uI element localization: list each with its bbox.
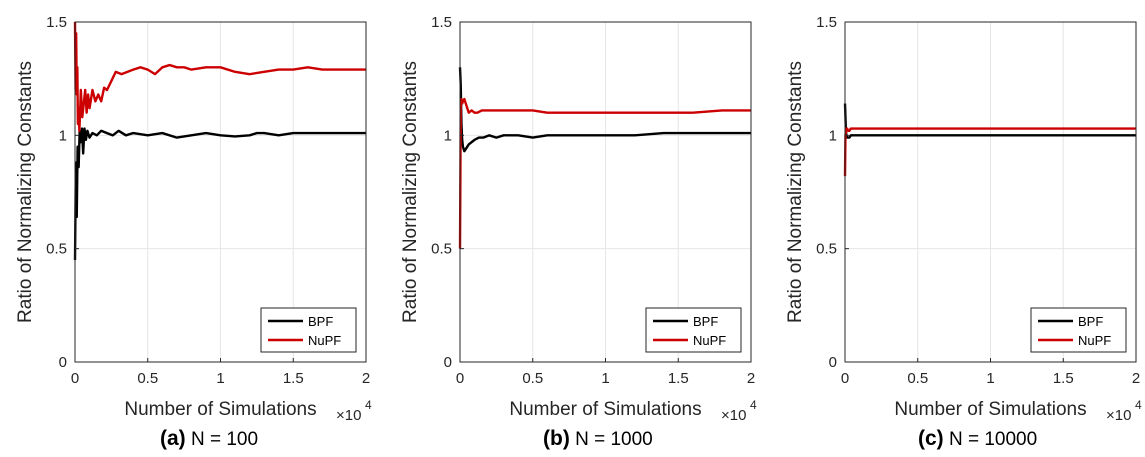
y-tick-label: 0 — [829, 354, 837, 371]
series-line-bpf — [73, 127, 366, 261]
legend-label: NuPF — [693, 333, 726, 348]
x-tick-label: 0 — [71, 370, 79, 387]
caption-text: N = 100 — [190, 429, 259, 450]
chart-panel-a: 0 0.5 1 1.5 2 0 0.5 1 1.5 Ratio of Normalizing Co… — [15, 14, 372, 424]
legend-box — [645, 307, 742, 353]
series-line-bpf — [458, 67, 751, 153]
y-tick-label: 0.5 — [46, 241, 67, 258]
y-tick-label: 0.5 — [816, 241, 837, 258]
x-tick-label: 0 — [456, 370, 464, 387]
x-tick-label: 0.5 — [907, 370, 928, 387]
x-tick-label: 1 — [601, 370, 609, 387]
x-multiplier-exponent: 4 — [365, 398, 372, 412]
legend-label: BPF — [1078, 314, 1103, 329]
x-tick-label: 2 — [1132, 370, 1140, 387]
caption-b: (b) N = 1000 — [543, 427, 653, 451]
x-tick-label: 0.5 — [137, 370, 158, 387]
x-tick-label: 1.5 — [1053, 370, 1074, 387]
caption-letter: (a) — [160, 427, 186, 450]
x-multiplier: ×10 — [1106, 407, 1131, 424]
y-tick-label: 1.5 — [431, 14, 452, 31]
series-line-nupf — [843, 127, 1136, 177]
x-tick-label: 0 — [841, 370, 849, 387]
x-axis-label: Number of Simulations — [509, 399, 701, 420]
x-multiplier: ×10 — [336, 407, 361, 424]
x-tick-label: 1.5 — [668, 370, 689, 387]
caption-letter: (b) — [543, 427, 570, 450]
y-tick-label: 0.5 — [431, 241, 452, 258]
caption-text: N = 1000 — [575, 429, 653, 450]
caption-letter: (c) — [918, 427, 944, 450]
caption-a: (a) N = 100 — [160, 427, 258, 451]
y-tick-label: 0 — [444, 354, 452, 371]
chart-panel-b: 0 0.5 1 1.5 2 0 0.5 1 1.5 Ratio of Normalizing Co… — [400, 14, 757, 424]
y-tick-label: 1.5 — [816, 14, 837, 31]
y-tick-label: 1 — [829, 127, 837, 144]
chart-panel-c: 0 0.5 1 1.5 2 0 0.5 1 1.5 Ratio of Normalizing Co… — [785, 14, 1142, 424]
y-tick-label: 1 — [444, 127, 452, 144]
series-line-nupf — [458, 97, 751, 249]
x-tick-label: 1 — [986, 370, 994, 387]
y-tick-label: 1.5 — [46, 14, 67, 31]
x-axis-label: Number of Simulations — [894, 399, 1086, 420]
series-line-nupf — [73, 21, 366, 132]
x-tick-label: 2 — [362, 370, 370, 387]
legend-label: NuPF — [1078, 333, 1111, 348]
legend-label: BPF — [693, 314, 718, 329]
x-multiplier-exponent: 4 — [1135, 398, 1142, 412]
x-tick-label: 2 — [747, 370, 755, 387]
y-axis-label: Ratio of Normalizing Constants — [785, 61, 806, 323]
legend: BPF NuPF — [260, 307, 357, 353]
y-tick-label: 0 — [59, 354, 67, 371]
legend-label: NuPF — [308, 333, 341, 348]
x-tick-label: 1.5 — [283, 370, 304, 387]
x-axis-label: Number of Simulations — [124, 399, 316, 420]
y-axis-label: Ratio of Normalizing Constants — [15, 61, 36, 323]
legend: BPF NuPF — [645, 307, 742, 353]
x-tick-label: 0.5 — [522, 370, 543, 387]
x-multiplier-exponent: 4 — [750, 398, 757, 412]
caption-c: (c) N = 10000 — [918, 427, 1037, 451]
x-tick-label: 1 — [216, 370, 224, 387]
y-axis-label: Ratio of Normalizing Constants — [400, 61, 421, 323]
legend: BPF NuPF — [1030, 307, 1127, 353]
y-tick-label: 1 — [59, 127, 67, 144]
legend-box — [260, 307, 357, 353]
caption-text: N = 10000 — [948, 429, 1038, 450]
x-multiplier: ×10 — [721, 407, 746, 424]
legend-label: BPF — [308, 314, 333, 329]
legend-box — [1030, 307, 1127, 353]
